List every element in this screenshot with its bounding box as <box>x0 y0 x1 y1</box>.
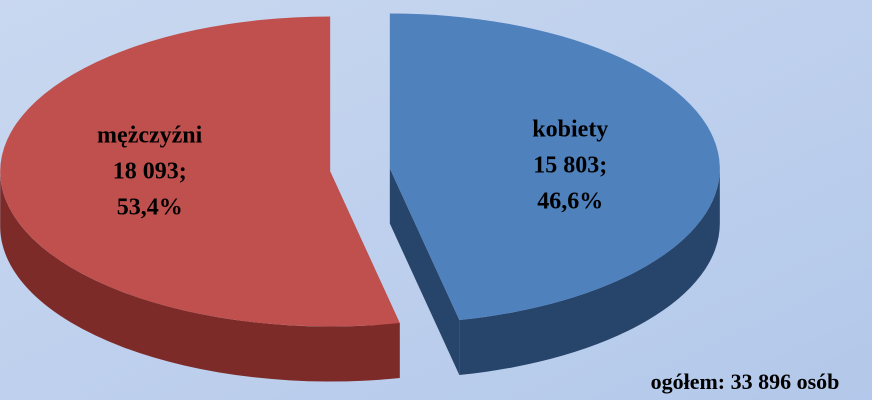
slice-side <box>459 168 720 376</box>
slice-percent-label: 46,6% <box>537 188 603 214</box>
slice-value-label: 18 093; <box>113 159 187 185</box>
slice <box>0 16 400 327</box>
slice <box>389 13 720 321</box>
total-annotation: ogółem: 33 896 osób <box>651 369 840 394</box>
slice-percent-label: 53,4% <box>117 195 183 221</box>
slice-side <box>389 168 460 376</box>
slice-category-label: mężczyźni <box>97 123 203 149</box>
slice-category-label: kobiety <box>532 116 608 142</box>
slice-value-label: 15 803; <box>533 152 607 178</box>
slice-side <box>0 171 400 382</box>
